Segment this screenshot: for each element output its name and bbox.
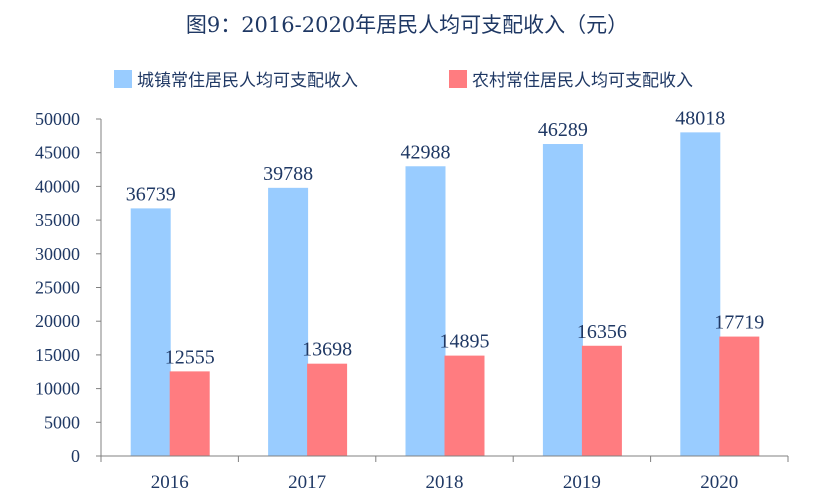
y-tick-label: 35000 [35, 210, 80, 230]
data-label-urban: 48018 [675, 107, 725, 129]
y-tick-label: 5000 [44, 412, 80, 432]
bar-urban [268, 187, 309, 457]
bar-rural [307, 363, 348, 456]
bar-rural [444, 355, 485, 456]
y-tick-label: 0 [71, 446, 80, 466]
data-label-rural: 13698 [302, 339, 352, 361]
y-tick-label: 15000 [35, 345, 80, 365]
legend-label-rural: 农村常住居民人均可支配收入 [472, 71, 693, 91]
bars [130, 132, 760, 457]
legend-swatch-rural [449, 70, 467, 88]
bar-urban [680, 132, 721, 456]
bar-urban [130, 208, 171, 456]
bar-rural [169, 371, 210, 456]
data-label-rural: 12555 [165, 346, 215, 368]
data-label-urban: 46289 [538, 119, 588, 141]
y-tick-label: 10000 [35, 379, 80, 399]
data-label-rural: 14895 [440, 331, 490, 353]
data-label-urban: 36739 [126, 183, 176, 205]
x-axis-labels: 2016 2017 2018 2019 2020 [151, 472, 739, 493]
legend: 城镇常住居民人均可支配收入 农村常住居民人均可支配收入 [114, 70, 693, 91]
bar-urban [542, 144, 583, 456]
y-tick-label: 30000 [35, 244, 80, 264]
y-axis-ticks: 0 5000 10000 15000 20000 25000 30000 35000 40000… [35, 109, 80, 466]
x-tick-label: 2017 [288, 472, 326, 493]
x-tick-label: 2018 [426, 472, 464, 493]
data-label-rural: 16356 [577, 321, 627, 343]
y-tick-label: 45000 [35, 143, 80, 163]
x-tick-label: 2016 [151, 472, 189, 493]
data-label-rural: 17719 [714, 312, 764, 334]
data-label-urban: 42988 [401, 141, 451, 163]
y-tick-label: 20000 [35, 311, 80, 331]
bar-rural [719, 336, 760, 456]
chart-title: 图9：2016-2020年居民人均可支配收入（元） [186, 13, 628, 37]
bar-rural [581, 345, 622, 456]
axes [96, 118, 789, 462]
y-tick-label: 40000 [35, 176, 80, 196]
y-tick-label: 50000 [35, 109, 80, 129]
legend-label-urban: 城镇常住居民人均可支配收入 [137, 71, 358, 91]
bar-urban [405, 166, 446, 457]
y-tick-label: 25000 [35, 278, 80, 298]
data-labels: 36739 12555 39788 13698 42988 14895 46289 16356… [126, 107, 765, 368]
x-tick-label: 2019 [563, 472, 601, 493]
data-label-urban: 39788 [263, 163, 313, 185]
legend-swatch-urban [114, 70, 132, 88]
x-tick-label: 2020 [700, 472, 738, 493]
